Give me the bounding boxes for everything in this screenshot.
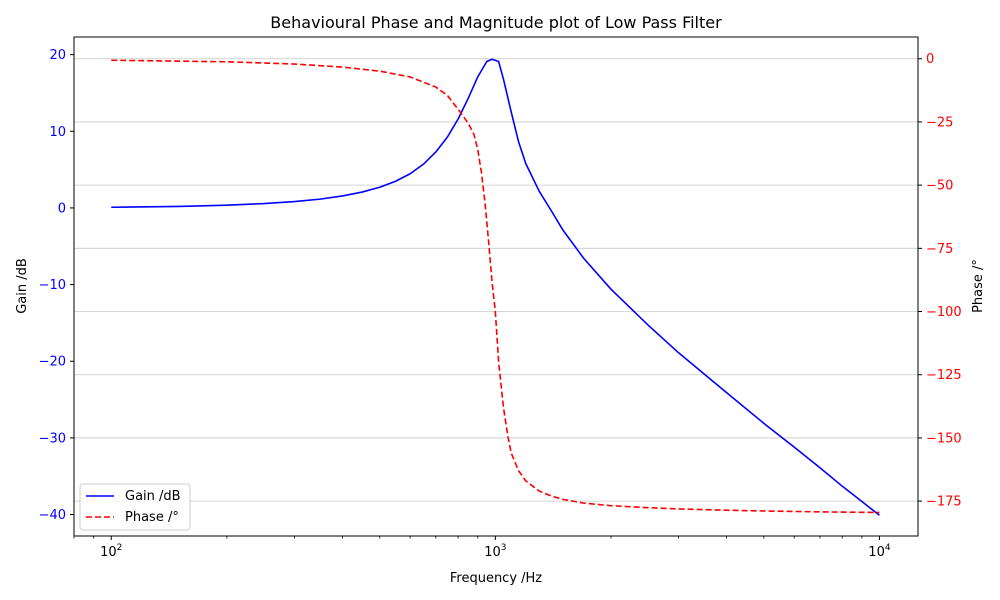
x-tick-label: 104 — [868, 543, 891, 560]
left-tick-label: 0 — [58, 201, 66, 216]
left-axis-label: Gain /dB — [15, 258, 30, 314]
left-tick-label: −10 — [39, 278, 66, 293]
chart-title: Behavioural Phase and Magnitude plot of … — [270, 13, 722, 32]
series-lines — [111, 58, 880, 516]
x-axis: 102 103 104 — [73, 536, 891, 560]
x-tick-label: 102 — [100, 543, 122, 560]
legend-phase-label: Phase /° — [125, 510, 179, 525]
gain-line — [111, 58, 880, 516]
legend-gain-label: Gain /dB — [125, 489, 181, 504]
right-axis-label: Phase /° — [971, 259, 986, 313]
x-tick-label: 103 — [484, 543, 506, 560]
x-axis-label: Frequency /Hz — [450, 571, 542, 586]
grid — [74, 58, 918, 502]
right-tick-label: −150 — [926, 431, 962, 446]
phase-line — [111, 59, 880, 514]
left-tick-label: 20 — [49, 48, 66, 63]
right-tick-label: −175 — [926, 495, 962, 510]
right-tick-label: −50 — [926, 179, 953, 194]
plot-frame — [73, 36, 919, 537]
legend: Gain /dB Phase /° — [79, 483, 191, 531]
left-tick-label: −40 — [39, 508, 66, 523]
left-tick-label: −30 — [39, 431, 66, 446]
right-tick-label: −100 — [926, 305, 962, 320]
right-tick-label: −125 — [926, 368, 962, 383]
right-tick-label: −75 — [926, 242, 953, 257]
left-axis: 20 10 0 −10 −20 −30 −40 — [39, 48, 74, 523]
right-tick-label: −25 — [926, 115, 953, 130]
left-tick-label: −20 — [39, 355, 66, 370]
right-tick-label: 0 — [926, 52, 934, 67]
left-tick-label: 10 — [49, 125, 66, 140]
right-axis: 0 −25 −50 −75 −100 −125 −150 −175 — [918, 52, 962, 510]
